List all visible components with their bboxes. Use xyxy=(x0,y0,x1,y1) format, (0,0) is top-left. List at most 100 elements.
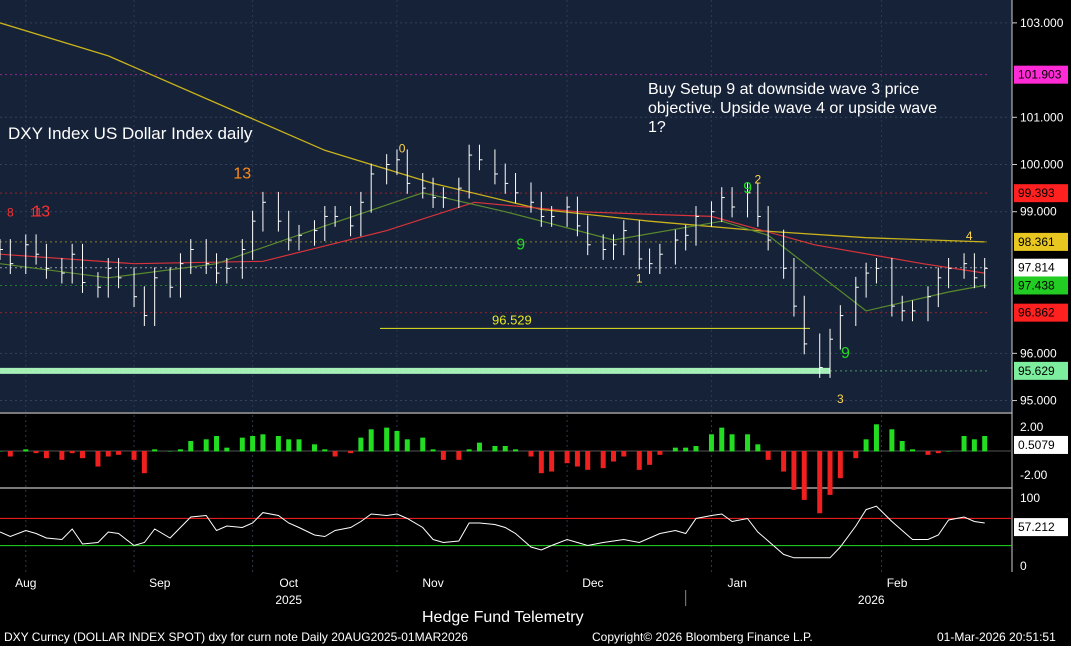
price-tag-label: 99.393 xyxy=(1018,186,1055,200)
macd-bar xyxy=(368,429,374,452)
macd-bar xyxy=(672,447,678,452)
macd-bar xyxy=(203,439,209,452)
price-tag xyxy=(1014,232,1068,251)
x-month-label: Feb xyxy=(887,576,908,590)
x-month-label: Dec xyxy=(582,576,603,590)
macd-bar xyxy=(600,451,606,469)
macd-bar xyxy=(693,445,699,452)
macd-bar xyxy=(131,451,137,460)
rsi-line xyxy=(0,505,985,559)
macd-bar xyxy=(636,451,642,470)
price-tag-label: 96.862 xyxy=(1018,306,1055,320)
macd-bar xyxy=(384,427,390,452)
main-panel-bg xyxy=(0,0,1012,412)
macd-bar xyxy=(23,449,29,452)
macd-bar xyxy=(105,451,111,457)
macd-bar xyxy=(935,451,941,454)
macd-bar xyxy=(404,439,410,452)
macd-bar xyxy=(167,451,173,452)
chart-title: DXY Index US Dollar Index daily xyxy=(8,124,253,143)
setup-count-label: 1 xyxy=(636,272,643,286)
macd-last-label: 0.5079 xyxy=(1018,438,1055,452)
y-tick-label: 103.000 xyxy=(1020,16,1064,30)
macd-bar xyxy=(708,434,714,452)
x-month-label: Aug xyxy=(15,576,36,590)
macd-bar xyxy=(889,429,895,452)
macd-bar xyxy=(275,435,281,452)
setup-count-label: 9 xyxy=(743,180,752,197)
macd-bar xyxy=(440,451,446,460)
setup-count-label: 8 xyxy=(7,205,14,219)
x-year-label: 2026 xyxy=(858,593,885,607)
price-tag xyxy=(1014,361,1068,380)
macd-bar xyxy=(574,451,580,467)
macd-bar xyxy=(69,451,75,454)
rsi-last-tag xyxy=(1014,518,1068,537)
macd-bar xyxy=(837,451,843,479)
macd-bar xyxy=(801,451,807,500)
macd-bar xyxy=(177,449,183,452)
macd-bar xyxy=(549,451,555,472)
brand-label: Hedge Fund Telemetry xyxy=(422,609,584,626)
macd-bar xyxy=(286,439,292,452)
macd-bar xyxy=(311,444,317,452)
macd-bar xyxy=(791,451,797,490)
macd-bar xyxy=(116,451,122,455)
macd-bar xyxy=(296,439,302,452)
macd-bar xyxy=(33,451,39,454)
setup-count-label: 3 xyxy=(837,392,844,406)
price-tag xyxy=(1014,276,1068,295)
macd-bar xyxy=(420,437,426,452)
macd-bar xyxy=(585,451,591,470)
macd-bar xyxy=(647,451,653,465)
macd-bar xyxy=(348,451,354,454)
price-tag-label: 98.361 xyxy=(1018,235,1055,249)
macd-bar xyxy=(95,451,101,467)
price-tag xyxy=(1014,258,1068,277)
price-tag-label: 97.438 xyxy=(1018,278,1055,292)
macd-bar xyxy=(755,444,761,452)
ma-short-line xyxy=(0,192,985,312)
price-tag-label: 97.814 xyxy=(1018,261,1055,275)
macd-bar xyxy=(322,449,328,452)
footer-timestamp: 01-Mar-2026 20:51:51 xyxy=(937,630,1056,644)
setup-count-label: 9 xyxy=(841,345,850,362)
x-month-label: Jan xyxy=(728,576,747,590)
x-month-label: Oct xyxy=(279,576,298,590)
setup-count-label: 4 xyxy=(966,229,973,243)
footer-copyright: Copyright© 2026 Bloomberg Finance L.P. xyxy=(592,630,813,644)
macd-bar xyxy=(528,451,534,457)
setup-count-label: 13 xyxy=(233,166,251,183)
macd-bar xyxy=(430,449,436,452)
macd-bar xyxy=(492,445,498,452)
y-tick-label: 95.000 xyxy=(1020,394,1057,408)
rsi-line xyxy=(0,505,1012,559)
macd-bar xyxy=(152,449,158,452)
macd-bar xyxy=(214,435,220,452)
footer-source: DXY Curncy (DOLLAR INDEX SPOT) dxy for c… xyxy=(4,630,468,644)
analyst-note: Buy Setup 9 at downside wave 3 price obj… xyxy=(648,81,938,136)
macd-bar xyxy=(657,451,663,455)
macd-bar xyxy=(863,439,869,452)
macd-bar xyxy=(946,451,952,452)
macd-bar xyxy=(141,451,147,474)
macd-bar xyxy=(621,451,627,457)
macd-bar xyxy=(43,451,49,459)
macd-bar xyxy=(250,435,256,452)
macd-bar xyxy=(683,447,689,452)
setup-count-label: 9 xyxy=(516,236,525,253)
rsi-tick-label: 0 xyxy=(1020,559,1027,573)
macd-bar xyxy=(817,451,823,514)
macd-bar xyxy=(513,449,519,452)
y-tick-label: 99.000 xyxy=(1020,205,1057,219)
macd-bar xyxy=(719,427,725,452)
setup-count-label: 0 xyxy=(399,142,406,156)
macd-bar xyxy=(610,451,616,462)
macd-bar xyxy=(827,451,833,495)
macd-bar xyxy=(982,435,988,452)
macd-bar xyxy=(853,451,859,459)
y-tick-label: 100.000 xyxy=(1020,158,1064,172)
price-tag xyxy=(1014,303,1068,322)
macd-bar xyxy=(564,451,570,464)
